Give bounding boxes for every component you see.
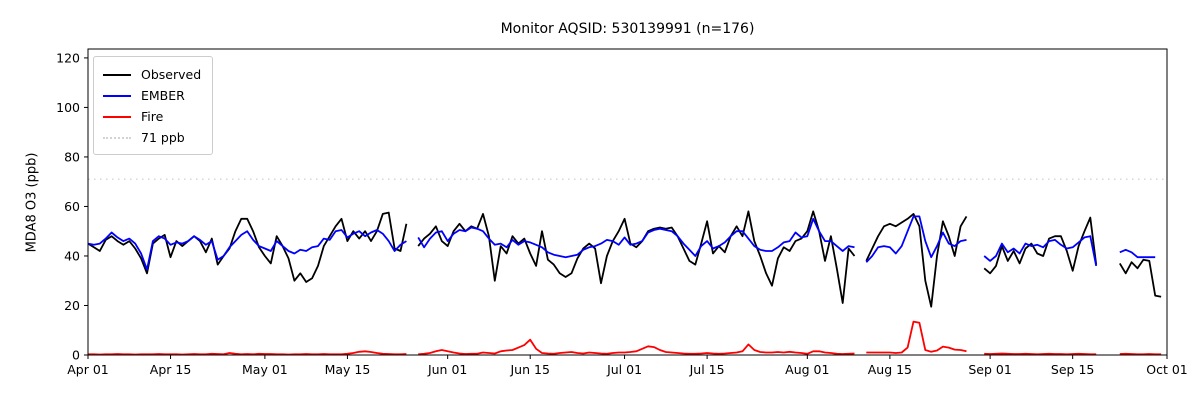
legend-item-fire: Fire	[103, 106, 203, 127]
legend-line-sample	[103, 136, 131, 139]
series-observed-line	[87, 210, 1162, 308]
legend-line-sample	[103, 94, 131, 97]
x-tick-label: Apr 01	[67, 362, 109, 377]
x-tick-label: Apr 15	[150, 362, 192, 377]
x-tick-label: Jul 01	[606, 362, 642, 377]
x-tick-label: Jun 15	[510, 362, 550, 377]
legend-label: 71 ppb	[141, 130, 185, 145]
y-tick-label: 60	[64, 199, 80, 214]
legend-item-71-ppb: 71 ppb	[103, 127, 203, 148]
x-tick-label: Aug 01	[785, 362, 829, 377]
legend-label: EMBER	[141, 88, 185, 103]
y-tick-label: 0	[72, 348, 80, 363]
legend-label: Observed	[141, 67, 202, 82]
y-tick-label: 100	[56, 100, 80, 115]
y-tick-label: 80	[64, 149, 80, 164]
x-tick-label: Jul 15	[689, 362, 725, 377]
x-tick-label: Oct 01	[1146, 362, 1188, 377]
x-tick-label: Sep 01	[968, 362, 1011, 377]
series-ember-line	[87, 215, 1156, 271]
y-tick-label: 120	[56, 50, 80, 65]
y-tick-label: 40	[64, 248, 80, 263]
x-tick-label: Jun 01	[427, 362, 467, 377]
legend-item-observed: Observed	[103, 64, 203, 85]
chart-title: Monitor AQSID: 530139991 (n=176)	[500, 21, 755, 37]
x-tick-label: Sep 15	[1051, 362, 1094, 377]
legend-item-ember: EMBER	[103, 85, 203, 106]
legend: Observed EMBER Fire 71 ppb	[93, 56, 213, 155]
plot-frame	[87, 48, 1168, 356]
legend-line-sample	[103, 73, 131, 76]
legend-label: Fire	[141, 109, 164, 124]
series-fire-line	[88, 320, 1162, 356]
x-tick-label: Aug 15	[868, 362, 912, 377]
legend-line-sample	[103, 115, 131, 118]
y-tick-label: 20	[64, 298, 80, 313]
x-tick-label: May 15	[325, 362, 371, 377]
x-tick-label: May 01	[242, 362, 288, 377]
